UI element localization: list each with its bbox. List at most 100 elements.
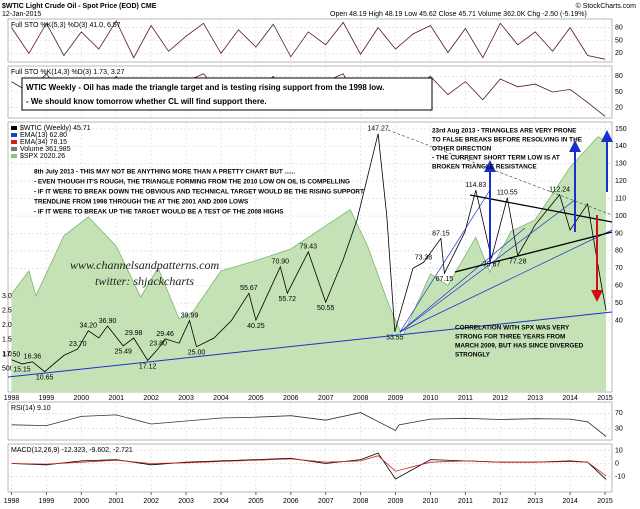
- note: BROKEN TRIANGLE RESISTANCE: [432, 164, 537, 171]
- y-tick-label: 10: [615, 447, 623, 454]
- panel-label: Full STO %K(14,3) %D(3) 1.73, 3.27: [11, 69, 125, 76]
- value-label: 16.36: [24, 354, 42, 361]
- panel-frame: [7, 443, 613, 493]
- legend-swatch: [11, 147, 17, 151]
- note: STRONG FOR THREE YEARS FROM: [455, 334, 565, 341]
- note: TO FALSE BREAKS BEFORE RESOLVING IN THE: [432, 137, 583, 144]
- value-label: 10.65: [36, 375, 54, 382]
- note: MARCH 2009, BUT HAS SINCE DIVERGED: [455, 343, 584, 350]
- value-label: 29.98: [125, 330, 143, 337]
- x-tick-label: 2006: [283, 498, 299, 505]
- x-tick-label: 2004: [213, 498, 229, 505]
- fan-line: [399, 227, 526, 333]
- note: 8th July 2013 - THIS MAY NOT BE ANYTHING…: [34, 169, 295, 176]
- note-box: [21, 77, 433, 111]
- legend-label: $WTIC (Weekly) 45.71: [20, 125, 91, 132]
- box-note: - We should know tomorrow whether CL wil…: [26, 97, 267, 106]
- y-tick-label: 130: [615, 161, 627, 168]
- fan-line: [399, 189, 491, 333]
- y2-tick-label: 2.5M: [2, 308, 18, 315]
- x-tick-label: 2014: [562, 498, 578, 505]
- value-label: 55.72: [279, 296, 297, 303]
- value-label: 36.90: [99, 318, 117, 325]
- x-tick-label: 2015: [597, 498, 613, 505]
- x-tick-label: 2015: [597, 395, 613, 402]
- panel-frame: [7, 401, 613, 441]
- x-tick-label: 2010: [423, 498, 439, 505]
- series-line: [11, 20, 606, 60]
- x-tick-label: 2007: [318, 395, 334, 402]
- x-tick-label: 2002: [143, 498, 159, 505]
- overlay: WTIC Weekly - Oil has made the triangle …: [7, 77, 613, 378]
- x-tick-label: 2013: [527, 498, 543, 505]
- y-tick-label: 100: [615, 213, 627, 220]
- value-label: 70.90: [272, 259, 290, 266]
- legend-label: EMA(13) 62.80: [20, 132, 67, 139]
- value-label: 112.24: [549, 187, 570, 194]
- y-tick-label: 80: [615, 248, 623, 255]
- legend-label: EMA(34) 78.15: [20, 139, 67, 146]
- x-tick-label: 2003: [178, 498, 194, 505]
- value-label: 23.70: [69, 341, 87, 348]
- value-label: 55.67: [240, 285, 258, 292]
- x-tick-label: 1998: [4, 395, 20, 402]
- x-tick-label: 2000: [74, 498, 90, 505]
- x-tick-label: 2005: [248, 498, 264, 505]
- panel-label: Full STO %K(5,3) %D(3) 41.0, 6.57: [11, 22, 121, 29]
- value-label: 147.27: [367, 126, 389, 133]
- x-tick-label: 2008: [353, 395, 369, 402]
- value-label: 110.55: [497, 190, 518, 197]
- x-tick-label: 2003: [178, 395, 194, 402]
- y-tick-label: 50: [615, 37, 623, 44]
- x-tick-label: 2001: [108, 395, 124, 402]
- note: - IF IT WERE TO BREAK UP THE TARGET WOUL…: [34, 209, 284, 216]
- x-tick-label: 2001: [108, 498, 124, 505]
- y2-tick-label: 2.0M: [2, 322, 18, 329]
- note: - IF IT WERE TO BREAK DOWN THE OBVIOUS A…: [34, 189, 364, 196]
- box-note: WTIC Weekly - Oil has made the triangle …: [26, 83, 384, 92]
- legend-swatch: [11, 154, 17, 158]
- x-tick-label: 2008: [353, 498, 369, 505]
- y-tick-label: 50: [615, 89, 623, 96]
- series-line: [11, 455, 607, 477]
- source: © StockCharts.com: [576, 2, 637, 10]
- series-line: [11, 136, 607, 338]
- legend-swatch: [11, 133, 17, 137]
- y-tick-label: 150: [615, 126, 627, 133]
- x-tick-label: 2004: [213, 395, 229, 402]
- x-tick-label: 2010: [423, 395, 439, 402]
- x-tick-label: 2009: [388, 498, 404, 505]
- x-tick-label: 2006: [283, 395, 299, 402]
- note: - THE CURRENT SHORT TERM LOW IS AT: [432, 155, 560, 162]
- chart-title: $WTIC Light Crude Oil - Spot Price (EOD)…: [2, 3, 157, 10]
- note: CORRELATION WITH SPX WAS VERY: [455, 325, 570, 332]
- y-tick-label: -10: [615, 473, 625, 480]
- x-tick-label: 2000: [74, 395, 90, 402]
- panel-label: RSI(14) 9.10: [11, 405, 51, 412]
- value-label: 77.28: [509, 258, 527, 265]
- x-tick-label: 2007: [318, 498, 334, 505]
- y-tick-label: 80: [615, 24, 623, 31]
- y-tick-label: 60: [615, 283, 623, 290]
- x-tick-label: 2005: [248, 395, 264, 402]
- value-label: 73.38: [415, 254, 433, 261]
- value-label: 87.15: [432, 230, 450, 237]
- value-label: 114.83: [465, 182, 486, 189]
- y2-tick-label: 500K: [2, 366, 19, 373]
- y-tick-label: 140: [615, 143, 627, 150]
- value-label: 15.15: [13, 367, 31, 374]
- y-tick-label: 70: [615, 410, 623, 417]
- value-label: 50.55: [317, 305, 335, 312]
- y-tick-label: 50: [615, 300, 623, 307]
- y2-tick-label: 1.0M: [2, 351, 18, 358]
- value-label: 67.15: [436, 276, 454, 283]
- fan-line: [399, 199, 576, 333]
- triangle-support: [454, 231, 613, 273]
- x-tick-label: 1999: [39, 395, 55, 402]
- value-label: 34.20: [80, 323, 98, 330]
- quote: Open 48.19 High 48.19 Low 45.62 Close 45…: [330, 11, 587, 18]
- value-label: 75.67: [483, 261, 501, 268]
- x-tick-label: 2002: [143, 395, 159, 402]
- legend-swatch: [11, 126, 17, 130]
- y-tick-label: 30: [615, 425, 623, 432]
